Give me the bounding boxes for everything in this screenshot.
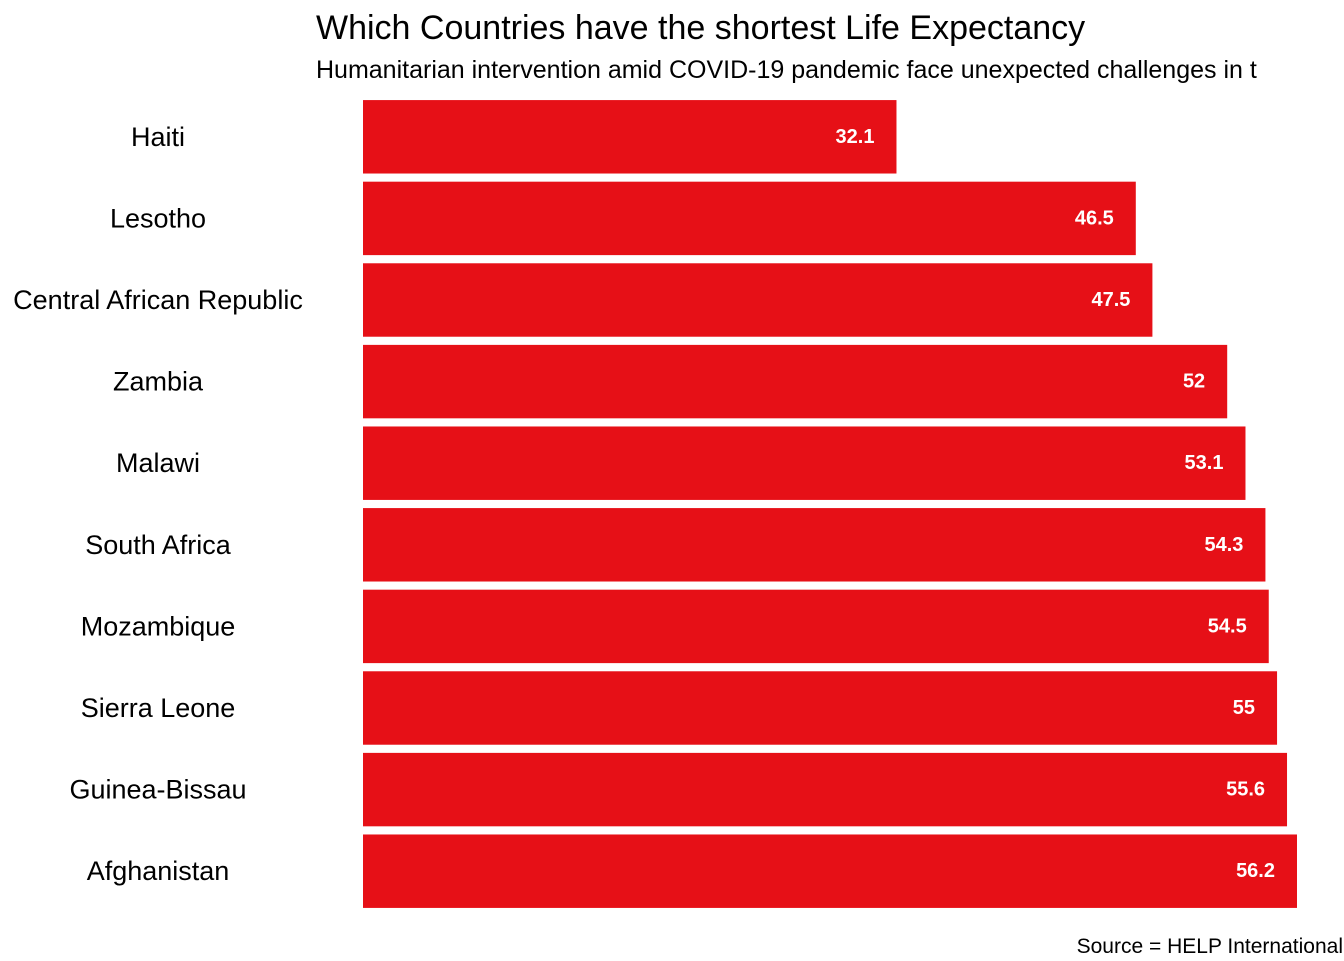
y-tick-label: Malawi (116, 448, 200, 478)
bar-value-label: 55.6 (1226, 779, 1265, 801)
bar-value-label: 54.5 (1208, 615, 1247, 637)
y-tick-label: Lesotho (110, 203, 206, 233)
chart-subtitle: Humanitarian intervention amid COVID-19 … (316, 56, 1257, 84)
bar-lesotho (363, 181, 1136, 256)
chart-caption: Source = HELP International (1076, 935, 1343, 958)
y-tick-label: Mozambique (81, 611, 236, 641)
chart-title: Which Countries have the shortest Life E… (316, 9, 1086, 47)
bar-mozambique (363, 589, 1269, 664)
y-tick-label: Central African Republic (13, 285, 303, 315)
y-tick-label: Zambia (113, 367, 204, 397)
bar-central-african-republic (363, 263, 1153, 337)
y-tick-label: South Africa (85, 530, 232, 560)
bar-zambia (363, 344, 1228, 419)
bar-value-label: 55 (1233, 697, 1255, 719)
bar-value-label: 54.3 (1204, 534, 1243, 556)
bar-value-label: 47.5 (1091, 289, 1130, 311)
bar-sierra-leone (363, 671, 1278, 745)
bar-value-label: 46.5 (1075, 207, 1114, 229)
y-tick-label: Haiti (131, 122, 185, 152)
y-tick-label: Guinea-Bissau (69, 775, 246, 805)
bar-value-label: 56.2 (1236, 860, 1275, 882)
bar-value-label: 53.1 (1185, 452, 1224, 474)
bar-value-label: 52 (1183, 371, 1205, 393)
y-tick-label: Sierra Leone (81, 693, 236, 723)
y-tick-label: Afghanistan (87, 856, 230, 886)
bar-haiti (363, 100, 897, 174)
bar-guinea-bissau (363, 752, 1288, 827)
bar-south-africa (363, 508, 1266, 582)
bar-value-label: 32.1 (836, 126, 875, 148)
bar-afghanistan (363, 834, 1297, 908)
bar-malawi (363, 426, 1246, 500)
